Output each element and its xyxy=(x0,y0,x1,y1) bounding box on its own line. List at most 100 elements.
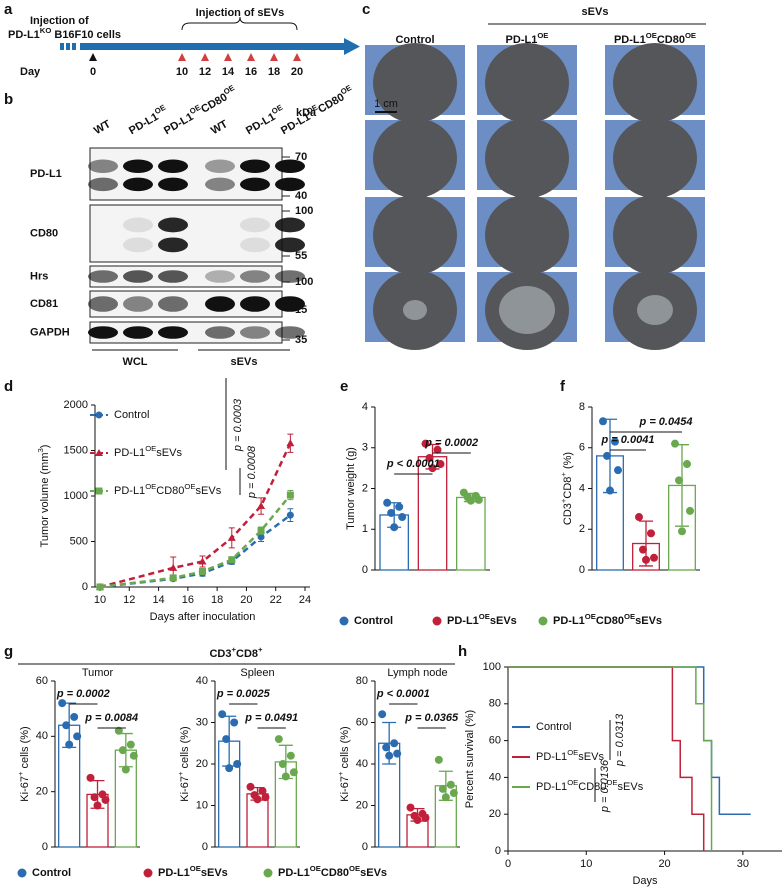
group-label: WCL xyxy=(122,356,147,368)
point xyxy=(446,780,455,789)
band xyxy=(158,326,188,339)
text-part: CD3 xyxy=(562,503,574,525)
superscript: KO xyxy=(40,26,52,35)
y-tick-label: 2 xyxy=(362,482,368,494)
text-part: PD-L1 xyxy=(127,111,161,137)
point xyxy=(466,496,475,505)
band xyxy=(158,237,188,253)
annotation: p = 0.0365 xyxy=(404,712,459,724)
band xyxy=(123,237,153,253)
band xyxy=(275,177,305,192)
y-axis-label: Tumor volume (mm3) xyxy=(36,445,51,548)
point xyxy=(611,437,619,446)
panel-label: b xyxy=(4,91,13,108)
point xyxy=(436,460,445,469)
point xyxy=(129,751,138,760)
superscript: + xyxy=(232,645,237,654)
legend-marker xyxy=(263,868,273,878)
lane-label: PD-L1OE xyxy=(125,102,170,137)
injection-marker xyxy=(293,53,301,61)
y-axis-label: Ki-67+ cells (%) xyxy=(176,726,191,801)
marker-label: 40 xyxy=(295,190,307,202)
band xyxy=(205,326,235,339)
point xyxy=(257,533,265,541)
point xyxy=(686,506,694,515)
panel-label: d xyxy=(4,378,13,395)
row-label: GAPDH xyxy=(30,326,70,338)
point xyxy=(390,739,399,748)
bar xyxy=(455,496,486,571)
band xyxy=(123,296,153,312)
legend-label: PD-L1OEsEVs xyxy=(536,748,604,763)
y-tick-label: 4 xyxy=(579,482,585,494)
y-tick-label: 20 xyxy=(489,808,501,820)
panel-label: a xyxy=(4,1,13,18)
text-part: cells (%) xyxy=(179,726,191,771)
lane-label: PD-L1OE xyxy=(242,102,287,137)
superscript: OE xyxy=(145,444,156,453)
point xyxy=(225,764,234,773)
band xyxy=(158,217,188,233)
legend-marker xyxy=(95,487,103,495)
point xyxy=(425,453,434,462)
y-tick-label: 0 xyxy=(82,581,88,593)
y-tick-label: 0 xyxy=(362,564,368,576)
tumor xyxy=(637,295,673,325)
point xyxy=(395,502,404,511)
text-part: CD8 xyxy=(562,477,574,499)
annotation: p = 0.0002 xyxy=(56,688,110,700)
scale-label: 1 cm xyxy=(374,98,398,110)
text-part: PD-L1 xyxy=(114,447,145,459)
text-part: CD80 xyxy=(156,485,184,497)
band xyxy=(88,177,118,192)
superscript: OE xyxy=(184,482,195,491)
legend-marker xyxy=(432,616,442,626)
kda-label: kDa xyxy=(296,107,317,119)
annotation: p = 0.0313 xyxy=(614,713,626,767)
band xyxy=(123,270,153,283)
superscript: OE xyxy=(585,612,596,621)
timeline-label: PD-L1KO B16F10 cells xyxy=(8,26,121,41)
text-part: CD80 xyxy=(578,781,606,793)
text-part: CD80 xyxy=(657,34,685,46)
point xyxy=(126,740,135,749)
point xyxy=(286,439,295,447)
x-tick-label: 18 xyxy=(211,594,223,606)
y-tick-label: 6 xyxy=(579,442,585,454)
y-tick-label: 1 xyxy=(362,523,368,535)
text-part: (%) xyxy=(562,452,574,472)
lane-label: WT xyxy=(92,118,113,137)
chart-title: Tumor xyxy=(82,667,114,679)
point xyxy=(199,568,206,576)
y-tick-label: 2000 xyxy=(64,399,88,411)
band xyxy=(123,177,153,192)
superscript: + xyxy=(16,771,25,776)
point xyxy=(678,527,686,536)
annotation: p = 0.0025 xyxy=(216,688,271,700)
superscript: OE xyxy=(567,778,578,787)
y-tick-label: 100 xyxy=(483,661,501,673)
point xyxy=(434,755,443,764)
point xyxy=(675,476,683,485)
panel-label: f xyxy=(560,378,566,395)
x-tick-label: 20 xyxy=(240,594,252,606)
marker-label: 100 xyxy=(295,205,313,217)
superscript: OE xyxy=(537,31,548,40)
y-tick-label: 1000 xyxy=(64,490,88,502)
y-tick-label: 20 xyxy=(36,786,48,798)
annotation: p = 0.0003 xyxy=(232,398,244,452)
point xyxy=(90,793,99,802)
legend-label: PD-L1OEsEVs xyxy=(158,864,228,879)
text-part: Ki-67 xyxy=(19,776,31,802)
superscript: OE xyxy=(145,482,156,491)
point xyxy=(286,511,294,519)
text-part: CD80 xyxy=(596,615,624,627)
superscript: OE xyxy=(567,748,578,757)
timeline-label: Day xyxy=(20,66,41,78)
legend-label: Control xyxy=(536,721,571,733)
day-label: 18 xyxy=(268,66,280,78)
point xyxy=(65,740,74,749)
point xyxy=(230,718,239,727)
series-line xyxy=(99,442,292,589)
